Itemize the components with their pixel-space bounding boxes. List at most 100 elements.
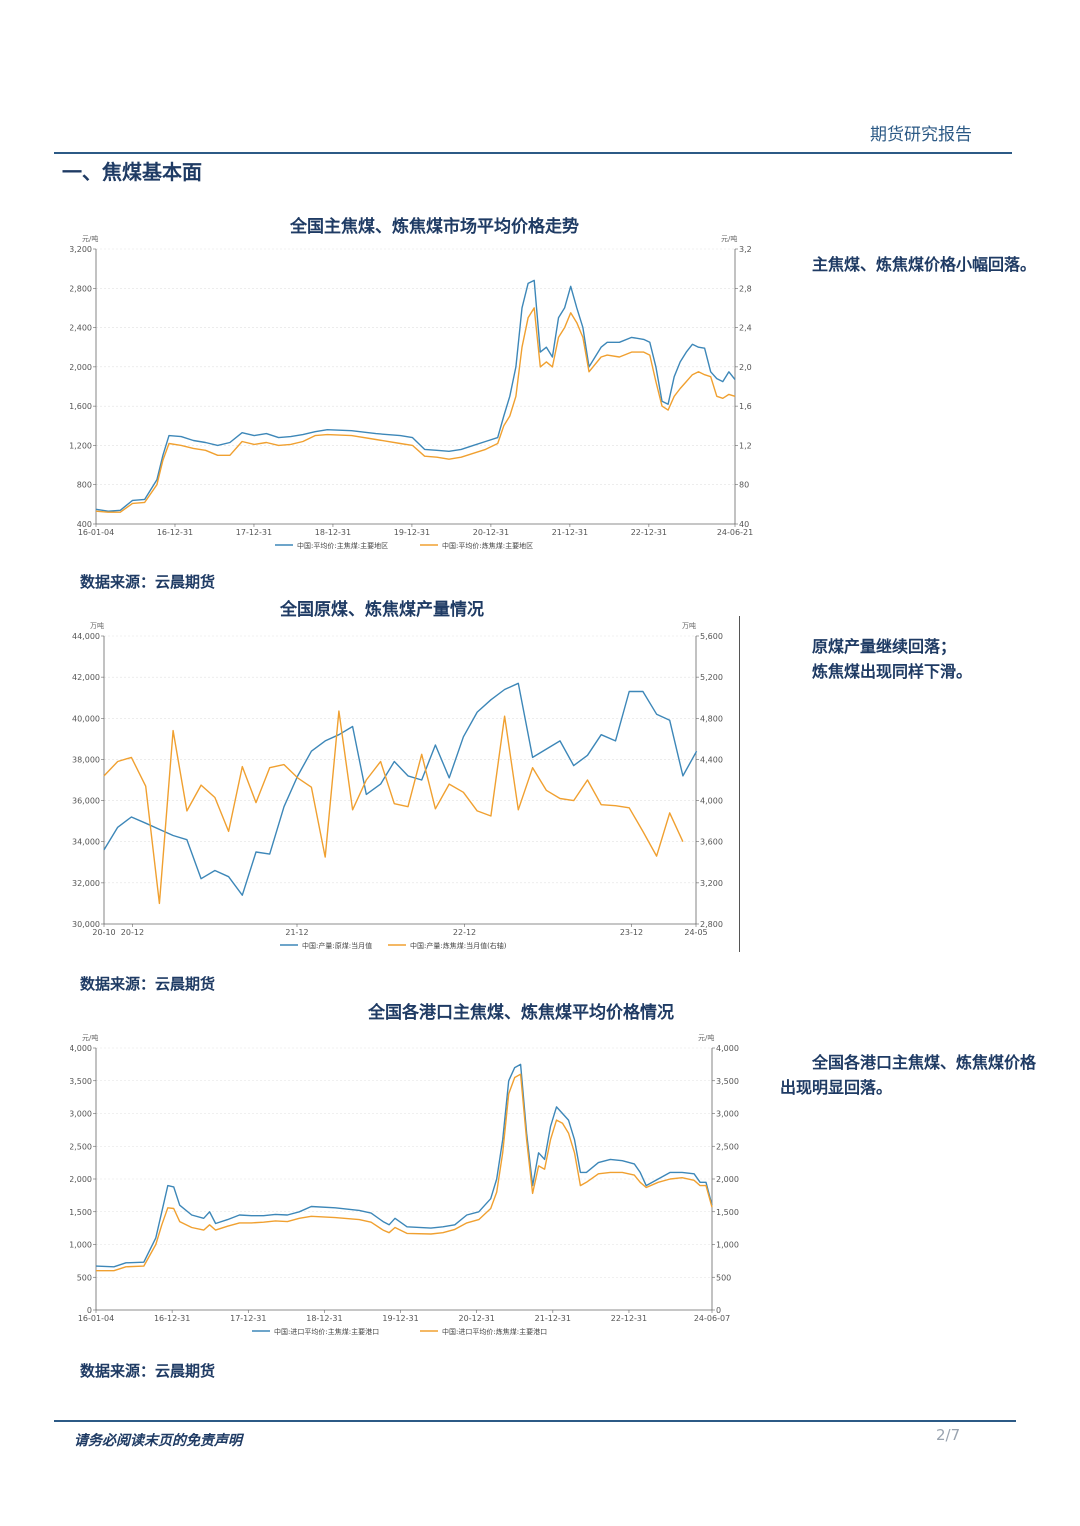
chart-3-y-tick-left: 3,000 (70, 1110, 92, 1119)
chart-2-series-line-2 (103, 710, 684, 905)
chart-1-x-tick-label: 19-12-31 (394, 528, 430, 537)
chart-3-series-line-2 (96, 1073, 713, 1272)
chart-3-x-tick-label: 18-12-31 (306, 1314, 342, 1323)
chart-2-x-tick-label: 23-12 (620, 928, 643, 937)
chart-1-unit-right: 元/吨 (721, 234, 737, 243)
chart-2-y-tick-right: 3,200 (700, 879, 723, 888)
chart-1-y-tick-right: 80 (739, 481, 749, 490)
chart-2-legend-label: 中国:产量:原煤:当月值 (302, 941, 372, 950)
chart-2-y-tick-right: 4,000 (700, 797, 723, 806)
chart-3-y-tick-left: 2,500 (70, 1142, 92, 1151)
chart-1-y-tick-right: 1,2 (739, 441, 752, 450)
chart-3-y-tick-left: 2,000 (70, 1175, 92, 1184)
chart-1-y-tick-left: 800 (77, 481, 92, 490)
chart-1-x-tick-label: 22-12-31 (631, 528, 667, 537)
header-rule (54, 152, 1012, 154)
chart-3-legend-label: 中国:进口平均价:炼焦煤:主要港口 (442, 1327, 547, 1336)
chart-3-x-tick-label: 20-12-31 (459, 1314, 495, 1323)
chart-1-y-tick-left: 2,400 (70, 324, 92, 333)
chart-2-x-tick-label: 22-12 (453, 928, 476, 937)
chart-3-unit-right: 元/吨 (698, 1033, 714, 1042)
chart-1-y-tick-right: 2,4 (739, 324, 752, 333)
chart-2-comment-line-1: 原煤产量继续回落； (812, 637, 957, 656)
chart-2-comment: 原煤产量继续回落； 炼焦煤出现同样下滑。 (780, 634, 1042, 684)
chart-2-y-tick-right: 4,400 (700, 755, 723, 764)
chart-2-series-line-1 (103, 682, 698, 896)
chart-3-comment: 全国各港口主焦煤、炼焦煤价格出现明显回落。 (780, 1050, 1042, 1100)
chart-2-right-rule (739, 616, 740, 952)
chart-2-source: 数据来源：云晨期货 (80, 975, 216, 993)
chart-2-x-tick-label: 24-05 (684, 928, 707, 937)
chart-1-x-tick-label: 16-01-04 (78, 528, 114, 537)
chart-3-x-tick-label: 22-12-31 (611, 1314, 647, 1323)
chart-3-x-tick-label: 16-12-31 (154, 1314, 190, 1323)
chart-2-y-tick-right: 5,600 (700, 632, 723, 641)
chart-2-unit-left: 万吨 (90, 621, 104, 630)
chart-3-x-tick-label: 19-12-31 (382, 1314, 418, 1323)
chart-3-y-tick-left: 0 (87, 1306, 92, 1315)
chart-2-y-tick-left: 40,000 (72, 714, 100, 723)
chart-2-y-tick-left: 30,000 (72, 920, 100, 929)
chart-3-y-tick-left: 4,000 (70, 1044, 92, 1053)
chart-3-y-tick-left: 3,500 (70, 1077, 92, 1086)
chart-2-y-tick-left: 32,000 (72, 879, 100, 888)
report-type-label: 期货研究报告 (870, 125, 972, 145)
chart-2-y-tick-left: 34,000 (72, 838, 100, 847)
chart-3-y-tick-left: 1,500 (70, 1208, 92, 1217)
chart-1-x-tick-label: 21-12-31 (552, 528, 588, 537)
chart-3-y-tick-right: 3,500 (716, 1077, 739, 1086)
chart-2-y-tick-right: 4,800 (700, 714, 723, 723)
chart-1-legend-label: 中国:平均价:炼焦煤:主要地区 (442, 541, 533, 550)
chart-1-y-tick-right: 1,6 (739, 402, 752, 411)
chart-1-y-tick-right: 3,2 (739, 245, 752, 254)
chart-1-source: 数据来源：云晨期货 (80, 573, 216, 591)
chart-1-x-tick-label: 17-12-31 (236, 528, 272, 537)
chart-3-y-tick-right: 1,500 (716, 1208, 739, 1217)
chart-3-y-tick-right: 4,000 (716, 1044, 739, 1053)
chart-2-production: 万吨 万吨 44,000 5,600 42,000 5,200 40,000 4,800 38,… (72, 621, 723, 950)
chart-1-price-trend: 元/吨 元/吨 3,200 3,2 2,800 2,8 2,400 2,4 2,000 2,0 1,… (70, 234, 753, 550)
chart-3-y-tick-right: 3,000 (716, 1110, 739, 1119)
chart-2-y-tick-left: 44,000 (72, 632, 100, 641)
chart-3-y-tick-right: 1,000 (716, 1241, 739, 1250)
chart-1-x-tick-label: 16-12-31 (157, 528, 193, 537)
chart-3-unit-left: 元/吨 (82, 1033, 98, 1042)
chart-2-y-tick-left: 36,000 (72, 797, 100, 806)
chart-3-y-tick-right: 2,500 (716, 1142, 739, 1151)
chart-1-comment-text: 主焦煤、炼焦煤价格小幅回落。 (812, 255, 1037, 274)
chart-3-x-tick-label: 21-12-31 (535, 1314, 571, 1323)
chart-2-unit-right: 万吨 (682, 621, 696, 630)
chart-1-title: 全国主焦煤、炼焦煤市场平均价格走势 (290, 217, 579, 237)
chart-2-comment-line-2: 炼焦煤出现同样下滑。 (812, 662, 973, 681)
chart-2-y-tick-right: 2,800 (700, 920, 723, 929)
chart-2-x-tick-label: 21-12 (285, 928, 308, 937)
chart-2-title: 全国原煤、炼焦煤产量情况 (280, 600, 484, 620)
chart-1-y-tick-right: 2,0 (739, 363, 752, 372)
chart-1-y-tick-left: 1,200 (70, 441, 92, 450)
footer-rule (54, 1420, 1016, 1422)
chart-1-unit-left: 元/吨 (82, 234, 98, 243)
page-number: 2/7 (936, 1426, 961, 1444)
chart-2-y-tick-left: 38,000 (72, 755, 100, 764)
chart-2-y-tick-left: 42,000 (72, 673, 100, 682)
chart-3-title: 全国各港口主焦煤、炼焦煤平均价格情况 (368, 1003, 674, 1023)
chart-1-x-tick-label: 18-12-31 (315, 528, 351, 537)
chart-3-series-line-1 (95, 1063, 713, 1268)
chart-1-comment: 主焦煤、炼焦煤价格小幅回落。 (780, 252, 1042, 277)
chart-1-x-tick-label: 20-12-31 (473, 528, 509, 537)
chart-3-y-tick-right: 2,000 (716, 1175, 739, 1184)
chart-1-y-tick-left: 2,000 (70, 363, 92, 372)
chart-1-x-tick-label: 24-06-21 (717, 528, 753, 537)
chart-2-y-tick-right: 5,200 (700, 673, 723, 682)
chart-1-y-tick-left: 400 (77, 520, 92, 529)
chart-3-y-tick-right: 500 (716, 1273, 731, 1282)
chart-2-y-tick-right: 3,600 (700, 838, 723, 847)
chart-3-x-tick-label: 24-06-07 (694, 1314, 730, 1323)
chart-3-y-tick-right: 0 (716, 1306, 721, 1315)
chart-3-y-tick-left: 500 (77, 1273, 92, 1282)
chart-2-legend-label: 中国:产量:炼焦煤:当月值(右轴) (410, 941, 507, 950)
chart-1-y-tick-left: 1,600 (70, 402, 92, 411)
chart-1-series-line-2 (95, 307, 736, 513)
chart-1-y-tick-right: 40 (739, 520, 749, 529)
